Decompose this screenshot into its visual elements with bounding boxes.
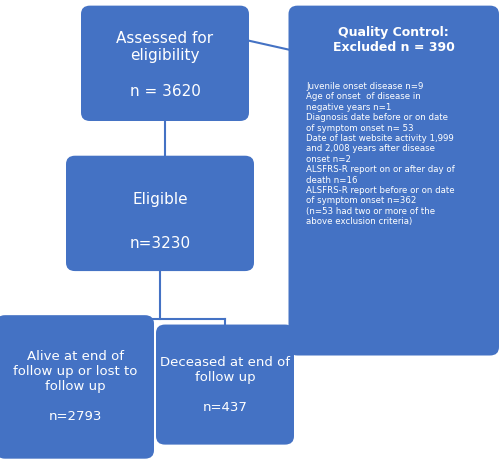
Text: Juvenile onset disease n=9
Age of onset  of disease in
negative years n=1
Diagno: Juvenile onset disease n=9 Age of onset … <box>306 82 455 226</box>
Text: Eligible: Eligible <box>132 192 188 207</box>
Text: Quality Control:
Excluded n = 390: Quality Control: Excluded n = 390 <box>333 26 454 54</box>
Text: Assessed for
eligibility: Assessed for eligibility <box>116 30 214 63</box>
FancyBboxPatch shape <box>156 325 294 445</box>
FancyBboxPatch shape <box>81 6 249 121</box>
FancyBboxPatch shape <box>288 6 499 356</box>
Text: n=3230: n=3230 <box>130 236 190 251</box>
Text: n = 3620: n = 3620 <box>130 84 200 99</box>
Text: Alive at end of
follow up or lost to
follow up

n=2793: Alive at end of follow up or lost to fol… <box>13 350 137 424</box>
Text: Deceased at end of
follow up

n=437: Deceased at end of follow up n=437 <box>160 356 290 414</box>
FancyBboxPatch shape <box>66 156 254 271</box>
FancyBboxPatch shape <box>0 315 154 459</box>
